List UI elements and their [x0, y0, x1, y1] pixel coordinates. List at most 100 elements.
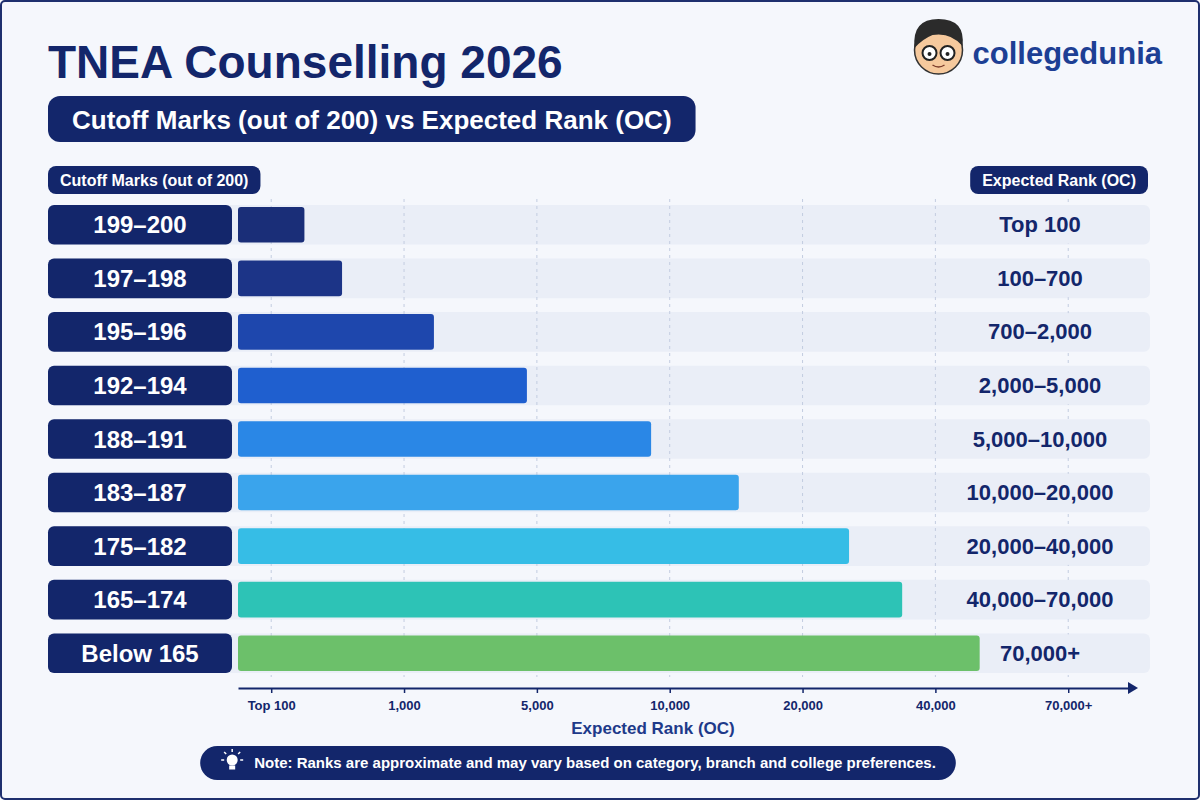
row-background	[48, 366, 1150, 406]
category-box	[48, 259, 232, 299]
bar	[238, 314, 434, 350]
row-background	[48, 312, 1150, 352]
note-icon-ray	[240, 759, 243, 761]
x-tick: 5,000	[521, 688, 554, 713]
category-header: Cutoff Marks (out of 200)	[48, 166, 260, 194]
x-tick-mark	[802, 688, 804, 693]
bars	[238, 207, 980, 671]
x-tick-label: 1,000	[388, 698, 421, 713]
note-icon	[221, 749, 243, 770]
bar	[238, 582, 902, 618]
x-tick: 20,000	[783, 688, 823, 713]
category-header-background	[48, 166, 260, 194]
x-tick-mark	[271, 688, 273, 693]
note: Note: Ranks are approximate and may vary…	[254, 754, 936, 771]
x-axis-line	[239, 688, 1129, 690]
rank-label: 2,000–5,000	[979, 373, 1101, 398]
x-tick-label: Top 100	[248, 698, 296, 713]
x-axis-title: Expected Rank (OC)	[571, 719, 734, 738]
note-icon-ray	[221, 759, 224, 761]
rank-label-background	[961, 474, 1120, 512]
value-header-text: Expected Rank (OC)	[982, 172, 1136, 189]
note-icon-base	[229, 766, 235, 770]
category-labels: 199–200197–198195–196192–194188–191183–1…	[48, 205, 232, 673]
rank-label: Top 100	[999, 212, 1081, 237]
value-header-background	[970, 166, 1148, 194]
logo-glasses	[941, 46, 955, 60]
rank-label-background	[994, 634, 1086, 672]
x-axis: Top 100 1,000 5,000 10,000 20,000 40,000 70,00…	[239, 688, 1129, 713]
brand: collegedunia	[973, 36, 1163, 71]
x-tick-label: 70,000+	[1045, 698, 1093, 713]
subtitle-pill: Cutoff Marks (out of 200) vs Expected Ra…	[48, 96, 696, 142]
page-background	[1, 1, 1199, 799]
x-tick-label: 20,000	[783, 698, 823, 713]
rank-label: 70,000+	[1000, 641, 1080, 666]
rank-label: 5,000–10,000	[973, 427, 1108, 452]
x-tick-label: 40,000	[916, 698, 956, 713]
category-label: 165–174	[93, 586, 187, 613]
category-box	[48, 526, 232, 566]
row-background	[48, 633, 1150, 673]
note-icon-bulb	[227, 755, 238, 766]
rank-label-background	[993, 206, 1087, 244]
rank-label: 10,000–20,000	[967, 480, 1114, 505]
category-box	[48, 473, 232, 513]
logo-mouth	[933, 65, 945, 67]
rank-labels: Top 100 100–700 700–2,000 2,000–5,000 5,000–…	[961, 206, 1120, 672]
bar	[238, 368, 527, 404]
category-label: 197–198	[93, 265, 186, 292]
rank-label-background	[967, 420, 1114, 458]
rank-label: 100–700	[997, 266, 1083, 291]
bar	[238, 421, 651, 457]
rank-label: 700–2,000	[988, 319, 1092, 344]
bar	[238, 635, 980, 671]
x-tick-mark	[669, 688, 671, 693]
x-tick: 1,000	[388, 688, 421, 713]
x-axis-arrow	[1128, 682, 1138, 694]
category-box	[48, 366, 232, 406]
row-background	[48, 259, 1150, 299]
bar	[238, 207, 304, 243]
rank-label-background	[961, 581, 1120, 619]
category-label: 183–187	[93, 479, 186, 506]
category-box	[48, 312, 232, 352]
x-tick-mark	[404, 688, 406, 693]
subtitle-background	[48, 96, 696, 142]
category-header-text: Cutoff Marks (out of 200)	[60, 172, 248, 189]
logo-glasses	[923, 46, 937, 60]
note-icon-ray	[238, 752, 240, 754]
category-label: 199–200	[93, 211, 186, 238]
category-label: 195–196	[93, 318, 186, 345]
category-box	[48, 633, 232, 673]
row-background	[48, 473, 1150, 513]
row-background	[48, 419, 1150, 459]
rank-label-background	[961, 527, 1120, 565]
rank-label-background	[973, 367, 1107, 405]
x-tick-mark	[537, 688, 539, 693]
value-header: Expected Rank (OC)	[970, 166, 1148, 194]
grid-line	[935, 199, 936, 677]
x-tick: Top 100	[248, 688, 296, 713]
bar	[238, 261, 342, 297]
rank-label: 40,000–70,000	[967, 587, 1114, 612]
x-tick: 70,000+	[1045, 688, 1093, 713]
logo-eye	[946, 52, 950, 56]
row-background	[48, 205, 1150, 245]
rank-label-background	[991, 260, 1089, 298]
title: TNEA Counselling 2026	[48, 36, 563, 88]
x-tick-label: 10,000	[650, 698, 690, 713]
category-box	[48, 419, 232, 459]
x-tick-label: 5,000	[521, 698, 554, 713]
x-tick: 40,000	[916, 688, 956, 713]
category-box	[48, 580, 232, 620]
x-tick-mark	[935, 688, 937, 693]
rank-label: 20,000–40,000	[967, 534, 1114, 559]
logo-icon	[914, 19, 963, 74]
x-tick-mark	[1068, 688, 1070, 693]
subtitle: Cutoff Marks (out of 200) vs Expected Ra…	[72, 105, 672, 135]
chart: TNEA Counselling 2026 collegedunia Cutoff …	[0, 0, 1200, 800]
category-label: 175–182	[93, 533, 186, 560]
note-pill: Note: Ranks are approximate and may vary…	[200, 746, 956, 780]
note-background	[200, 746, 956, 780]
